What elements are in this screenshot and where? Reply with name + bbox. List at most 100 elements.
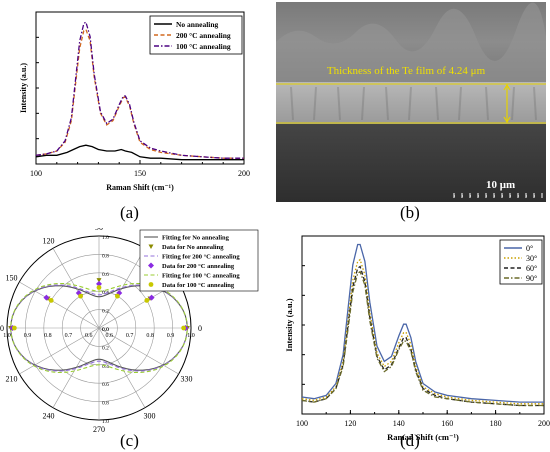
sem-image: Thickness of the Te film of 4.24 μm 10 μ… [276,2,546,202]
legend-label-5: Data for 100 °C annealing [162,282,235,289]
series-line-2 [35,21,244,159]
legend-box [139,229,259,292]
radial-axis-label: 0.8 [146,333,154,339]
series-line-1 [301,258,544,405]
polar-angle-label: 120 [43,237,55,246]
panel-label-b: (b) [400,203,420,222]
chart-d: 100 120 140 160 180 200 Raman Shift (cm⁻¹) Inte… [285,235,550,442]
legend-label-0: 0° [526,244,533,253]
polar-spoke [19,327,100,375]
x-axis-label: Raman Shift (cm⁻¹) [106,183,174,192]
panel-label-c: (c) [120,431,139,450]
scale-bar-label: 10 μm [486,179,515,191]
radial-axis-label: 1.0 [3,333,11,339]
radial-tick-label: 0.2 [102,345,109,351]
radial-axis-label: 1.0 [187,333,195,339]
polar-fit-2 [10,282,188,374]
chart-a: 100 150 200 Raman Shift (cm⁻¹) Intensity (a.… [19,11,250,192]
polar-point-2 [96,285,102,290]
thickness-annotation: Thickness of the Te film of 4.24 μm [327,65,486,77]
legend-label-1: 200 °C annealing [176,31,231,40]
x-tick-label: 140 [393,419,405,428]
radial-tick-label: 0.2 [102,309,109,315]
radial-tick-label: 0.6 [102,272,109,278]
legend-label-2: 100 °C annealing [176,42,231,51]
polar-point-1 [96,280,102,287]
polar-point-1 [148,294,155,301]
radial-tick-label: 1.0 [102,419,109,425]
radial-axis-label: 0.9 [167,333,175,339]
radial-tick-label: 0.8 [102,253,109,259]
radial-axis-label: 0.6 [85,333,93,339]
radial-axis-label: 0.7 [65,333,73,339]
chart-c-polar: 03060901201501802102402703003300.00.00.2… [0,228,259,434]
x-tick-label: 180 [490,419,502,428]
polar-point-2 [115,293,120,299]
series-line-1 [35,28,244,159]
legend-swatch-5 [148,282,154,287]
legend-label-3: 90° [526,274,537,283]
polar-point-2 [11,325,17,331]
legend-label-0: Fitting for No annealing [162,235,230,242]
polar-angle-label: 300 [144,411,156,420]
polar-angle-label: 330 [180,375,192,384]
legend-label-1: 30° [526,254,537,263]
series-line-2 [301,265,544,407]
panel-label-d: (d) [400,431,420,450]
radial-axis-label: 0.7 [126,333,134,339]
series-line-0 [301,243,544,403]
polar-point-1 [116,289,123,296]
polar-fit-1 [10,284,188,372]
legend-label-1: Data for No annealing [162,244,224,251]
radial-axis-label: 0.9 [24,333,32,339]
polar-point-1 [75,289,82,296]
radial-axis-label: 0.8 [44,333,52,339]
radial-tick-label: 0.0 [102,327,109,333]
legend-label-4: Fitting for 100 °C annealing [162,273,240,280]
legend-label-3: Data for 200 °C annealing [162,263,235,270]
polar-spoke [98,327,179,375]
polar-point-1 [43,294,50,301]
sem-film-layer [276,82,546,124]
legend-label-2: Fitting for 200 °C annealing [162,254,240,261]
x-axis-label: Raman Shift (cm⁻¹) [387,432,459,442]
x-tick-label: 160 [441,419,453,428]
radial-tick-label: 0.8 [102,401,109,407]
polar-point-2 [144,298,150,303]
polar-angle-label: 0 [198,324,202,333]
y-axis-label: Intensity (a.u.) [285,298,294,351]
x-tick-label: 200 [238,169,250,178]
legend-swatch-3 [148,262,154,269]
polar-angle-label: 150 [6,274,18,283]
radial-tick-label: 0.0 [102,327,109,333]
polar-angle-label: 210 [6,375,18,384]
radial-tick-label: 1.0 [102,235,109,241]
x-tick-label: 200 [538,419,550,428]
legend-label-2: 60° [526,264,537,273]
polar-angle-label: 270 [93,425,105,434]
polar-point-0 [96,278,102,283]
panel-label-a: (a) [120,203,139,222]
y-axis-label: Intensity (a.u.) [19,63,28,113]
sem-film-grain [290,86,537,121]
x-tick-label: 120 [344,419,356,428]
x-tick-label: 150 [134,169,146,178]
polar-angle-label: 180 [0,324,4,333]
radial-axis-label: 0.6 [105,333,113,339]
sem-substrate [276,124,546,202]
polar-angle-label: 240 [43,411,55,420]
series-line-0 [35,144,244,161]
legend-swatch-1 [148,244,154,249]
polar-spoke [19,281,100,329]
polar-point-2 [181,325,187,331]
x-tick-label: 100 [296,419,308,428]
scale-bar [453,193,543,198]
polar-angle-label: 90 [95,228,103,232]
polar-point-2 [48,298,54,303]
x-tick-label: 100 [30,169,42,178]
series-line-3 [301,270,544,407]
legend-label-0: No annealing [176,20,219,29]
radial-tick-label: 0.6 [102,382,109,388]
polar-point-2 [78,293,83,299]
sem-image-canvas: Thickness of the Te film of 4.24 μm 10 μ… [276,2,546,202]
